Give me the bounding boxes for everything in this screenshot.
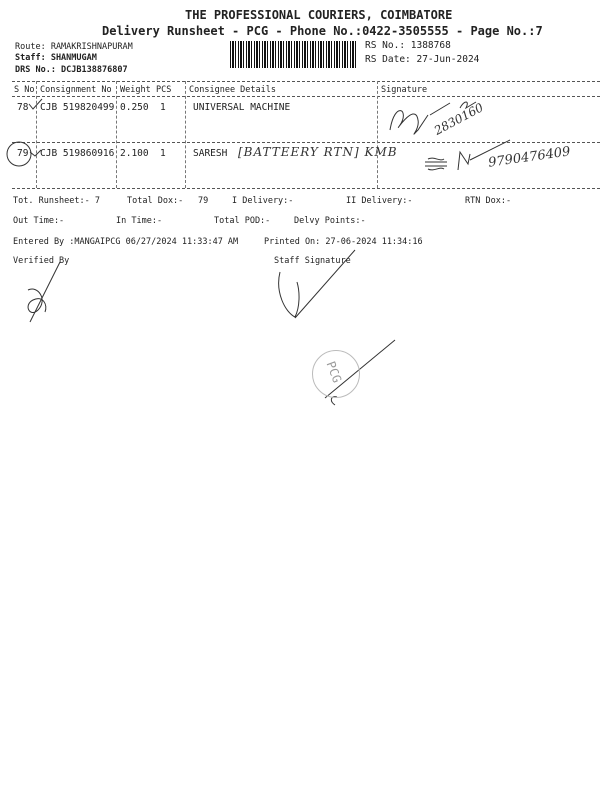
row-weight: 2.100 bbox=[120, 148, 149, 159]
row-pcs: 1 bbox=[160, 148, 166, 159]
staff-signature-label: Staff Signature bbox=[274, 256, 351, 266]
staff: Staff: SHANMUGAM bbox=[15, 53, 97, 63]
verified-by-signature bbox=[27, 261, 61, 323]
handwritten-note: [BATTEERY RTN] KMB bbox=[238, 145, 398, 159]
ii-delivery: II Delivery:- bbox=[346, 196, 413, 206]
total-dox-value: 79 bbox=[198, 196, 209, 206]
row-pcs: 1 bbox=[160, 102, 166, 113]
row-sno: 79 bbox=[17, 148, 29, 159]
printed-on: Printed On: 27-06-2024 11:34:16 bbox=[264, 237, 423, 247]
rs-date: RS Date: 27-Jun-2024 bbox=[365, 54, 480, 65]
out-time: Out Time:- bbox=[13, 216, 65, 226]
col-sno: S No bbox=[14, 85, 35, 95]
runsheet-subtitle: Delivery Runsheet - PCG - Phone No.:0422… bbox=[102, 24, 543, 38]
row-consignment: CJB 519820499 bbox=[40, 102, 115, 113]
row-weight: 0.250 bbox=[120, 102, 149, 113]
col-signature: Signature bbox=[381, 85, 428, 95]
delvy-points: Delvy Points:- bbox=[294, 216, 366, 226]
row-sno: 78 bbox=[17, 102, 29, 113]
col-consignment: Consignment No bbox=[40, 85, 112, 95]
col-pcs: PCS bbox=[156, 85, 172, 95]
stamp-seal: PCG bbox=[312, 350, 360, 398]
row-consignee: UNIVERSAL MACHINE bbox=[193, 102, 291, 113]
staff-signature bbox=[278, 249, 356, 319]
company-name: THE PROFESSIONAL COURIERS, COIMBATORE bbox=[185, 8, 453, 22]
barcode bbox=[230, 41, 358, 68]
stamp-text: PCG bbox=[323, 359, 345, 385]
verified-by-label: Verified By bbox=[13, 256, 70, 266]
col-weight: Weight bbox=[120, 85, 151, 95]
col-consignee: Consignee Details bbox=[189, 85, 276, 95]
i-delivery: I Delivery:- bbox=[232, 196, 294, 206]
entered-by: Entered By :MANGAIPCG 06/27/2024 11:33:4… bbox=[13, 237, 239, 247]
total-dox: Total Dox:- bbox=[127, 196, 184, 206]
rtn-dox: RTN Dox:- bbox=[465, 196, 512, 206]
row-consignment: CJB 519860916 bbox=[40, 148, 115, 159]
tot-runsheet: Tot. Runsheet:- 7 bbox=[13, 196, 100, 206]
in-time: In Time:- bbox=[116, 216, 163, 226]
row-consignee: SARESH bbox=[193, 148, 228, 159]
total-pod: Total POD:- bbox=[214, 216, 271, 226]
drs-number: DRS No.: DCJB138876807 bbox=[15, 65, 128, 75]
rs-number: RS No.: 1388768 bbox=[365, 40, 451, 51]
route: Route: RAMAKRISHNAPURAM bbox=[15, 42, 133, 52]
